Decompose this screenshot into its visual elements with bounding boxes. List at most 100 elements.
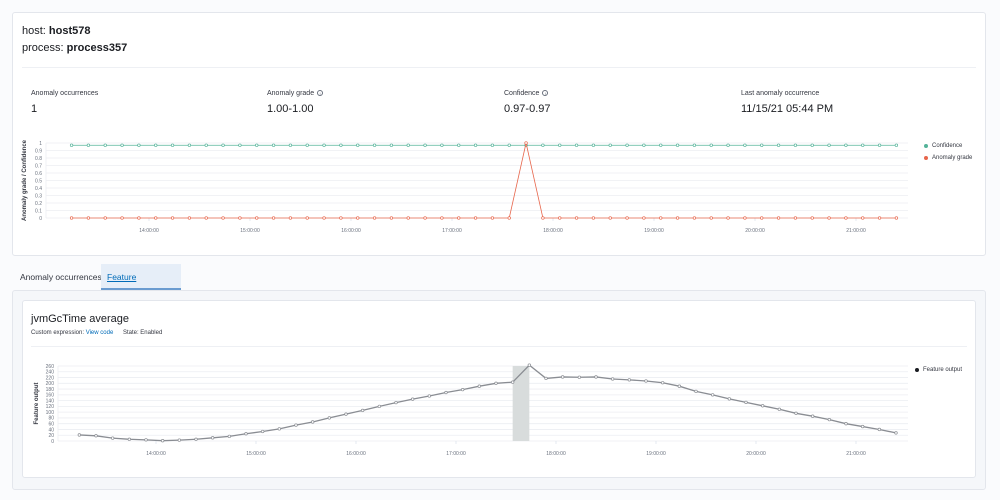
x-tick-label: 15:00:00 [240, 228, 260, 234]
feature-output-point [444, 390, 448, 395]
y-tick-label: 20 [48, 433, 54, 439]
y-tick-label: 40 [48, 427, 54, 433]
divider [22, 67, 976, 68]
anomaly-grade-point [541, 216, 545, 220]
legend-anomaly-grade[interactable]: Anomaly grade [924, 152, 972, 164]
feature-output-point [327, 416, 331, 420]
process-entity: process: process357 [22, 42, 127, 54]
feature-output-point [761, 404, 765, 408]
anomaly-grade-point [154, 216, 158, 220]
feature-output-point [661, 381, 665, 385]
anomaly-grade-point [793, 216, 798, 220]
anomaly-grade-point [69, 216, 74, 220]
anomaly-grade-point [810, 216, 814, 220]
anomaly-grade-point [776, 216, 781, 220]
confidence-point [743, 143, 747, 147]
feature-output-point [194, 437, 198, 441]
feature-output-point [477, 384, 481, 388]
feature-output-point [244, 432, 248, 436]
stat-value: 1.00-1.00 [267, 103, 314, 115]
anomaly-grade-point [457, 216, 461, 220]
stat-label: Last anomaly occurrence [741, 90, 833, 97]
feature-output-point [227, 434, 231, 439]
anomaly-grade-point [675, 216, 680, 220]
y-tick-label: 160 [46, 393, 55, 399]
confidence-point [827, 143, 831, 147]
feature-output-point [427, 394, 431, 398]
feature-output-point [377, 404, 381, 409]
anomaly-grade-point [423, 216, 427, 220]
anomaly-grade-point [659, 216, 663, 220]
legend-label: Anomaly grade [932, 155, 973, 161]
y-tick-label: 0.2 [35, 201, 42, 207]
legend-feature-output[interactable]: Feature output [915, 364, 962, 376]
anomaly-grade-point [709, 216, 713, 220]
feature-output-point [211, 436, 215, 440]
confidence-point [541, 143, 545, 147]
anomaly-grade-point [692, 216, 697, 220]
confidence-point [473, 143, 478, 147]
confidence-point [659, 143, 663, 147]
tab-anomaly-occurrences[interactable]: Anomaly occurrences [20, 272, 102, 282]
stat-label: Confidence i [504, 90, 550, 97]
confidence-point [204, 143, 208, 147]
feature-output-point [861, 424, 865, 429]
legend-label: Feature output [923, 367, 963, 373]
stat-value: 1 [31, 103, 38, 115]
confidence-point [288, 143, 293, 147]
process-label: process: [22, 42, 64, 54]
x-tick-label: 16:00:00 [346, 451, 366, 457]
feature-output-line [79, 364, 897, 442]
divider [31, 346, 967, 347]
x-tick-label: 16:00:00 [341, 228, 361, 234]
anomaly-grade-point [894, 216, 899, 220]
anomaly-grade-point [861, 216, 865, 220]
anomaly-grade-line [71, 142, 897, 219]
process-value: process357 [66, 42, 128, 54]
anomaly-grade-point [305, 216, 309, 220]
stat-anomaly-grade: Anomaly grade i 1.00-1.00 [267, 90, 324, 115]
confidence-point [69, 143, 74, 147]
confidence-point [440, 143, 444, 147]
y-tick-label: 0.5 [35, 178, 42, 184]
view-code-link[interactable]: View code [85, 330, 114, 336]
anomaly-grade-point [608, 216, 612, 220]
feature-output-point [594, 375, 598, 379]
feature-output-point [144, 438, 148, 442]
feature-output-point [827, 418, 831, 422]
x-tick-label: 19:00:00 [646, 451, 666, 457]
info-icon[interactable]: i [542, 90, 549, 97]
feature-output-point [577, 375, 581, 379]
confidence-point [507, 143, 511, 147]
y-tick-label: 260 [46, 364, 55, 370]
legend-confidence[interactable]: Confidence [924, 140, 972, 152]
confidence-point [726, 143, 730, 147]
anomaly-grade-point [524, 141, 528, 145]
feature-output-point [77, 433, 81, 437]
feature-output-point [711, 393, 715, 397]
x-tick-label: 15:00:00 [246, 451, 266, 457]
expression-label: Custom expression: [31, 330, 85, 336]
feature-output-point [744, 400, 748, 404]
legend-dot-icon [924, 156, 928, 160]
confidence-point [574, 143, 579, 147]
y-tick-label: 240 [46, 370, 55, 376]
feature-chart-legend: Feature output [915, 364, 962, 376]
x-tick-label: 19:00:00 [644, 228, 664, 234]
confidence-point [861, 143, 865, 147]
confidence-point [86, 143, 91, 147]
feature-output-point [394, 400, 398, 405]
anomaly-grade-point [86, 216, 91, 220]
feature-output-point [727, 397, 731, 401]
y-tick-label: 140 [46, 398, 55, 404]
y-tick-label: 60 [48, 421, 54, 427]
y-tick-label: 200 [46, 381, 55, 387]
host-value: host578 [48, 25, 91, 37]
feature-output-point [261, 429, 265, 434]
host-label: host: [22, 25, 46, 37]
anomaly-grade-point [221, 216, 225, 220]
confidence-point [154, 143, 158, 147]
anomaly-grade-point [473, 216, 478, 220]
info-icon[interactable]: i [317, 90, 324, 97]
y-tick-label: 80 [48, 416, 54, 422]
